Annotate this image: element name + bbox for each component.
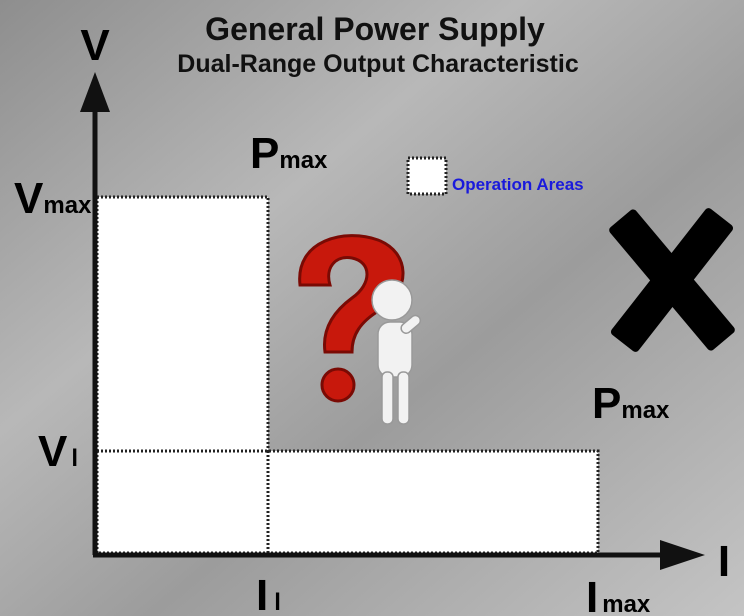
label-sub: max <box>43 192 92 219</box>
label-main: I <box>586 573 598 616</box>
subtitle: Dual-Range Output Characteristic <box>177 50 579 78</box>
label-main: I <box>256 571 268 616</box>
title: General Power Supply <box>205 11 545 47</box>
legend-swatch <box>408 158 446 194</box>
label-sub: max <box>602 591 651 616</box>
diagram: General Power Supply Dual-Range Output C… <box>0 0 744 616</box>
area-high-current <box>97 451 598 553</box>
label-main: P <box>250 129 279 178</box>
label-sub: max <box>279 147 328 174</box>
label-sub: l <box>71 445 78 472</box>
label-main: V <box>38 427 68 476</box>
question-dot <box>322 369 354 401</box>
page: {"header": {"title": "General Power Supp… <box>0 0 744 616</box>
x-axis-label: I <box>718 537 730 586</box>
label-main: P <box>592 379 621 428</box>
label-sub: max <box>621 397 670 424</box>
label-sub: l <box>274 589 281 616</box>
label-main: V <box>14 174 44 223</box>
legend-label: Operation Areas <box>452 175 584 194</box>
y-axis-label: V <box>80 21 110 70</box>
